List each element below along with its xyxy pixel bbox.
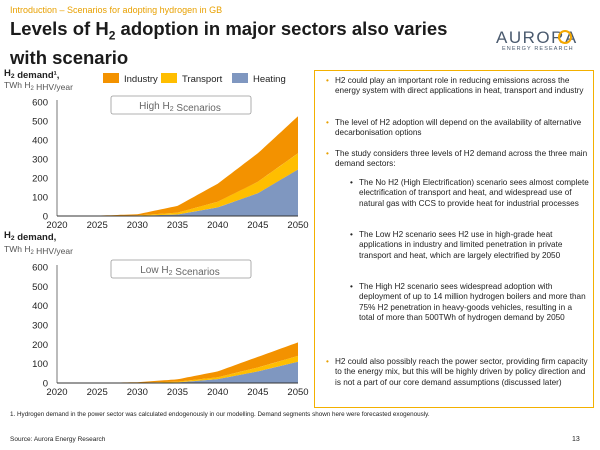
- x-tick-label: 2050: [287, 387, 308, 398]
- y-axis-unit: TWh H2 HHV/year: [4, 244, 73, 256]
- x-tick-label: 2020: [46, 387, 67, 398]
- y-tick-label: 100: [32, 193, 48, 204]
- y-tick-label: 400: [32, 301, 48, 312]
- page-title: Levels of H2 adoption in major sectors a…: [10, 18, 480, 68]
- footnote: 1. Hydrogen demand in the power sector w…: [10, 411, 430, 418]
- area-series-industry: [57, 342, 298, 383]
- area-series-heating: [57, 169, 298, 216]
- legend-swatch: [232, 73, 248, 83]
- page-number: 13: [572, 436, 580, 443]
- y-tick-label: 200: [32, 340, 48, 351]
- breadcrumb: Introduction – Scenarios for adopting hy…: [10, 5, 223, 15]
- y-tick-label: 0: [43, 379, 48, 390]
- logo-ring-icon: [558, 30, 572, 44]
- x-tick-label: 2045: [247, 387, 268, 398]
- bullet-text: H2 could also possibly reach the power s…: [335, 357, 588, 387]
- y-axis-unit: TWh H2 HHV/year: [4, 80, 73, 92]
- scenario-title-box: [110, 259, 252, 279]
- area-series-transport: [57, 355, 298, 383]
- y-tick-label: 600: [32, 98, 48, 109]
- y-tick-label: 300: [32, 155, 48, 166]
- legend-swatch: [161, 73, 177, 83]
- legend-label: Transport: [182, 74, 223, 85]
- subbullet-text: The No H2 (High Electrification) scenari…: [359, 178, 589, 208]
- legend-label: Heating: [253, 74, 286, 85]
- y-tick-label: 200: [32, 174, 48, 185]
- title-part-2: adoption in major sectors also varies wi…: [10, 18, 448, 68]
- x-tick-label: 2040: [207, 387, 228, 398]
- area-series-industry: [57, 116, 298, 216]
- commentary-panel: • H2 could play an important role in redu…: [314, 70, 594, 408]
- panel-subbullet: • The High H2 scenario sees widespread ad…: [350, 282, 586, 323]
- x-tick-label: 2035: [167, 387, 188, 398]
- subbullet-text: The Low H2 scenario sees H2 use in high-…: [359, 230, 563, 260]
- bullet-text: The study considers three levels of H2 d…: [335, 149, 588, 169]
- panel-bullet: • The level of H2 adoption will depend on…: [326, 118, 582, 138]
- y-axis-label: H2 demand¹,: [4, 68, 59, 81]
- panel-subbullet: • The No H2 (High Electrification) scenar…: [350, 178, 589, 208]
- x-tick-label: 2035: [167, 220, 188, 231]
- y-tick-label: 500: [32, 282, 48, 293]
- y-tick-label: 600: [32, 263, 48, 274]
- aurora-logo: AURORA ENERGY RESEARCH: [496, 28, 588, 56]
- y-tick-label: 0: [43, 212, 48, 223]
- panel-bullet: • H2 could play an important role in redu…: [326, 76, 584, 96]
- logo-tagline: ENERGY RESEARCH: [502, 46, 574, 52]
- source-note: Source: Aurora Energy Research: [10, 436, 106, 443]
- x-tick-label: 2050: [287, 220, 308, 231]
- logo-wordmark: AURORA: [496, 28, 578, 47]
- x-tick-label: 2045: [247, 220, 268, 231]
- x-tick-label: 2030: [127, 387, 148, 398]
- panel-bullet: • H2 could also possibly reach the power …: [326, 357, 588, 387]
- area-series-heating: [57, 361, 298, 383]
- y-tick-label: 300: [32, 321, 48, 332]
- scenario-title: Low H2 Scenarios: [140, 265, 220, 278]
- bullet-text: H2 could play an important role in reduc…: [335, 76, 584, 96]
- y-tick-label: 500: [32, 117, 48, 128]
- bullet-text: The level of H2 adoption will depend on …: [335, 118, 582, 138]
- title-part-1: Levels of H: [10, 18, 109, 39]
- subbullet-text: The High H2 scenario sees widespread ado…: [359, 282, 586, 323]
- panel-subbullet: • The Low H2 scenario sees H2 use in high…: [350, 230, 563, 260]
- scenario-title-box: [110, 95, 252, 115]
- title-subscript: 2: [108, 28, 116, 43]
- x-tick-label: 2025: [87, 220, 108, 231]
- legend-swatch: [103, 73, 119, 83]
- y-axis-label: H2 demand,: [4, 230, 56, 243]
- y-tick-label: 100: [32, 359, 48, 370]
- x-tick-label: 2025: [87, 387, 108, 398]
- x-tick-label: 2040: [207, 220, 228, 231]
- y-tick-label: 400: [32, 136, 48, 147]
- legend-label: Industry: [124, 74, 158, 85]
- scenario-title: High H2 Scenarios: [139, 101, 221, 114]
- panel-bullet: • The study considers three levels of H2 …: [326, 149, 588, 169]
- x-tick-label: 2020: [46, 220, 67, 231]
- x-tick-label: 2030: [127, 220, 148, 231]
